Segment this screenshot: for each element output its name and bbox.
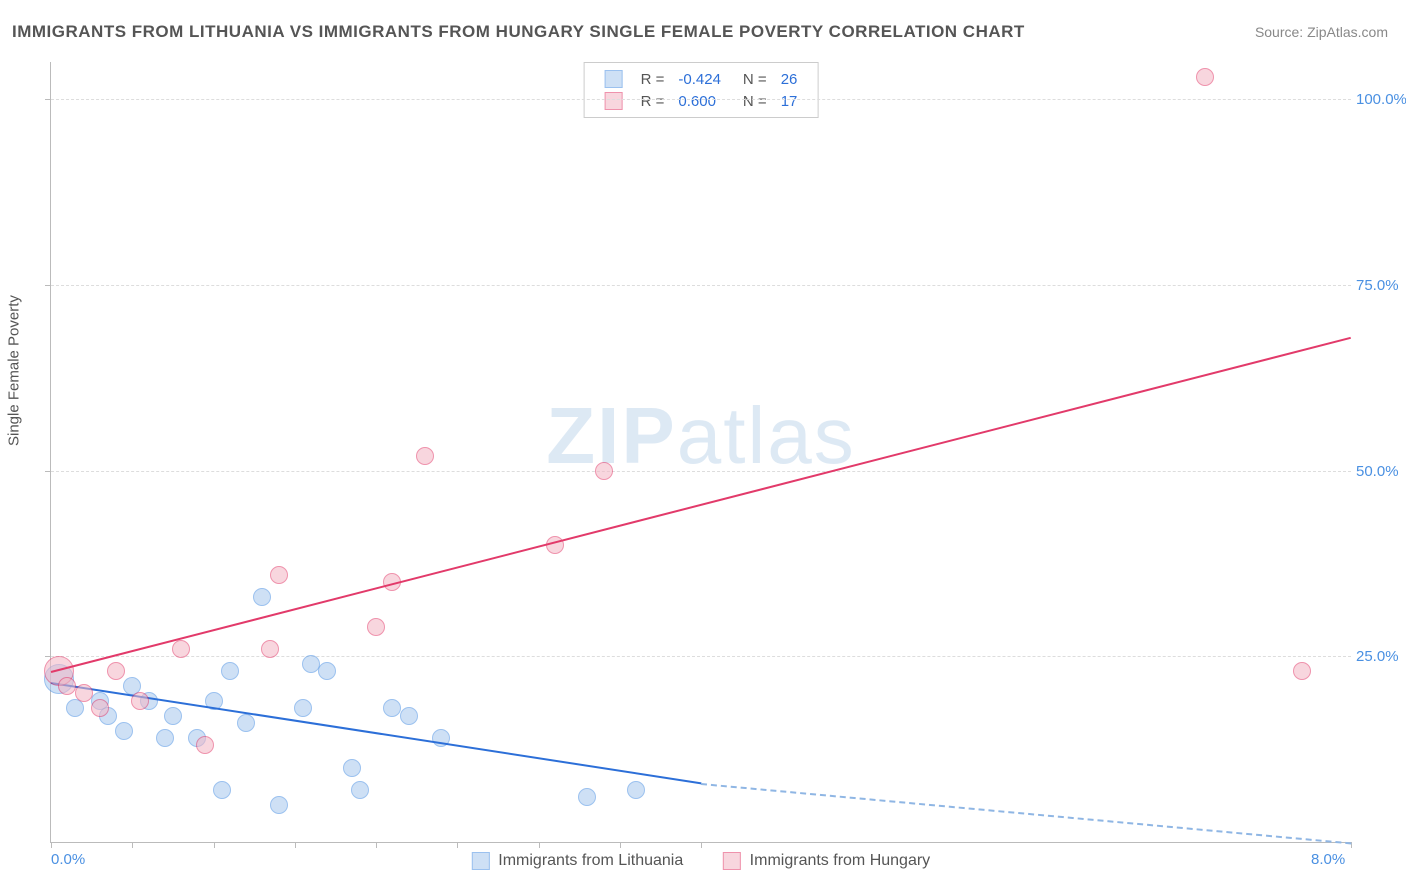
data-point [270,566,288,584]
legend-swatch [723,852,741,870]
x-tick [539,842,540,848]
data-point [164,707,182,725]
x-tick [51,842,52,848]
chart-container: IMMIGRANTS FROM LITHUANIA VS IMMIGRANTS … [0,0,1406,892]
watermark: ZIPatlas [546,390,855,482]
y-tick [45,471,51,472]
chart-title: IMMIGRANTS FROM LITHUANIA VS IMMIGRANTS … [12,22,1025,42]
data-point [213,781,231,799]
data-point [172,640,190,658]
gridline [51,285,1351,286]
y-tick [45,285,51,286]
data-point [107,662,125,680]
data-point [237,714,255,732]
source-label: Source: ZipAtlas.com [1255,24,1388,40]
data-point [367,618,385,636]
legend-row: R =0.600N =17 [599,91,804,111]
legend-swatch [472,852,490,870]
x-tick [376,842,377,848]
data-point [58,677,76,695]
data-point [115,722,133,740]
x-tick [620,842,621,848]
x-tick-label: 0.0% [51,851,85,868]
legend-series: Immigrants from Lithuania Immigrants fro… [472,852,930,870]
gridline [51,656,1351,657]
gridline [51,471,1351,472]
data-point [343,759,361,777]
x-tick [132,842,133,848]
x-tick [701,842,702,848]
legend-series-label: Immigrants from Hungary [745,852,930,869]
data-point [156,729,174,747]
y-tick-label: 50.0% [1356,463,1406,480]
y-tick-label: 100.0% [1356,91,1406,108]
y-tick [45,656,51,657]
x-tick-label: 8.0% [1311,851,1345,868]
data-point [1293,662,1311,680]
data-point [261,640,279,658]
data-point [400,707,418,725]
data-point [253,588,271,606]
data-point [578,788,596,806]
data-point [416,447,434,465]
data-point [131,692,149,710]
legend-series-label: Immigrants from Lithuania [494,852,683,869]
x-tick [457,842,458,848]
data-point [351,781,369,799]
data-point [75,684,93,702]
data-point [270,796,288,814]
legend-correlation-box: R =-0.424N =26R =0.600N =17 [584,62,819,118]
trend-line [51,337,1351,673]
data-point [221,662,239,680]
y-tick-label: 75.0% [1356,277,1406,294]
trend-line-extrapolated [701,783,1351,844]
data-point [294,699,312,717]
y-tick [45,99,51,100]
x-tick [1351,842,1352,848]
data-point [1196,68,1214,86]
legend-row: R =-0.424N =26 [599,69,804,89]
x-tick [295,842,296,848]
data-point [595,462,613,480]
gridline [51,99,1351,100]
plot-area: ZIPatlas R =-0.424N =26R =0.600N =17 Imm… [50,62,1351,843]
data-point [627,781,645,799]
data-point [91,699,109,717]
data-point [196,736,214,754]
data-point [318,662,336,680]
x-tick [214,842,215,848]
y-tick-label: 25.0% [1356,648,1406,665]
y-axis-title: Single Female Poverty [6,295,23,446]
